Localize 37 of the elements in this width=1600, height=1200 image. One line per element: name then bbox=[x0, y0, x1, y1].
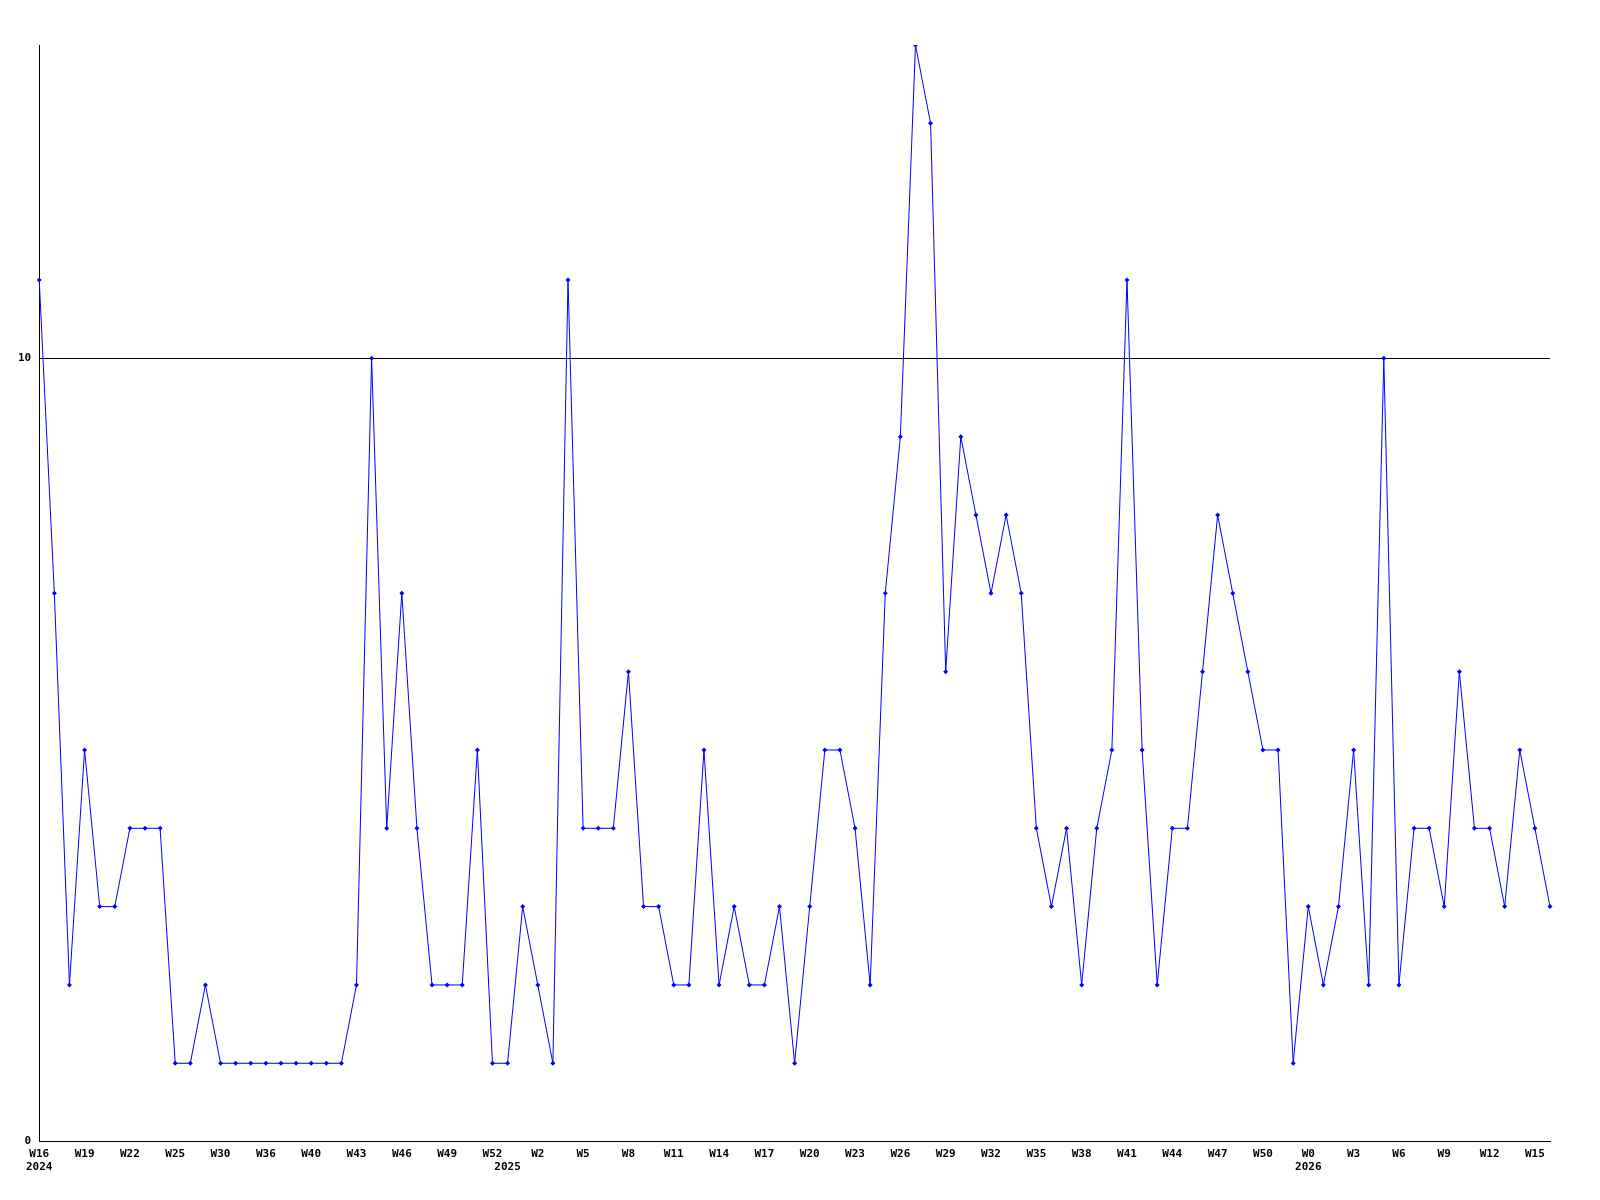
x-tick-label: W0 2026 bbox=[1295, 1147, 1322, 1174]
x-tick-label: W46 bbox=[391, 1147, 413, 1161]
x-tick-label: W5 bbox=[576, 1147, 590, 1161]
x-tick-label: W20 bbox=[799, 1147, 820, 1161]
y-tick-label: 10 bbox=[18, 351, 32, 365]
x-tick-label: W14 bbox=[709, 1147, 730, 1161]
x-tick-label: W9 bbox=[1437, 1147, 1451, 1161]
x-tick-label: W49 bbox=[437, 1147, 458, 1161]
x-tick-label: W52 bbox=[482, 1147, 503, 1161]
x-tick-label: W11 bbox=[663, 1147, 685, 1161]
y-tick-label: 0 bbox=[24, 1134, 32, 1148]
x-tick-label: W6 bbox=[1392, 1147, 1406, 1161]
x-tick-label: W3 bbox=[1346, 1147, 1361, 1161]
x-tick-label: W19 bbox=[74, 1147, 95, 1161]
x-tick-label: W12 bbox=[1479, 1147, 1500, 1161]
x-tick-label: W8 bbox=[621, 1147, 636, 1161]
x-tick-label: W29 bbox=[935, 1147, 956, 1161]
x-tick-label: W32 bbox=[981, 1147, 1001, 1161]
x-tick-label: W15 bbox=[1524, 1147, 1545, 1161]
x-tick-label: W41 bbox=[1117, 1147, 1138, 1161]
x-tick-label: W25 bbox=[165, 1147, 186, 1161]
x-tick-label: W22 bbox=[119, 1147, 140, 1161]
x-tick-label: W30 bbox=[210, 1147, 231, 1161]
x-tick-label: W23 bbox=[845, 1147, 865, 1161]
x-tick-label: W16 2024 bbox=[26, 1147, 53, 1174]
x-tick-label: W35 bbox=[1026, 1147, 1047, 1161]
x-tick-label: W50 bbox=[1253, 1147, 1273, 1161]
x-tick-label: W36 bbox=[255, 1147, 277, 1161]
x-tick-label: W26 bbox=[890, 1147, 911, 1161]
x-tick-label: W17 bbox=[754, 1147, 775, 1161]
x-tick-label: W2 bbox=[531, 1147, 545, 1161]
x-tick-label: 2025 bbox=[494, 1160, 521, 1174]
x-tick-label: W44 bbox=[1162, 1147, 1183, 1161]
x-tick-label: W38 bbox=[1071, 1147, 1092, 1161]
x-tick-label: W43 bbox=[346, 1147, 367, 1161]
x-tick-label: W47 bbox=[1207, 1147, 1228, 1161]
x-tick-label: W40 bbox=[301, 1147, 322, 1161]
